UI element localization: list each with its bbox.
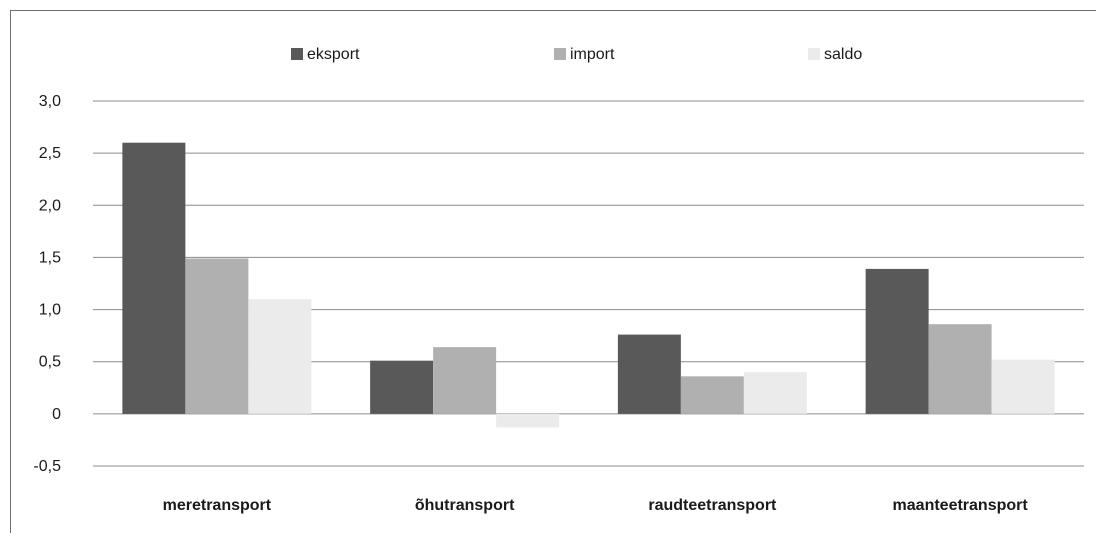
legend-label-import: import [570, 46, 615, 63]
bars [122, 142, 1055, 428]
bar-eksport-2 [617, 334, 681, 414]
x-axis-category-labels: meretransport õhutransport raudteetranspor… [163, 497, 1029, 514]
y-tick-label: 1,0 [39, 302, 61, 319]
legend-label-eksport: eksport [307, 46, 360, 63]
legend-label-saldo: saldo [824, 46, 862, 63]
legend-swatch-saldo [808, 48, 820, 60]
legend: eksport import saldo [291, 46, 862, 63]
bar-saldo-0 [248, 299, 312, 414]
x-category-label: õhutransport [415, 497, 515, 514]
x-category-label: meretransport [163, 497, 272, 514]
y-tick-label: 1,5 [39, 249, 61, 266]
bar-import-2 [680, 376, 744, 414]
y-tick-label: 3,0 [39, 93, 61, 110]
x-category-label: raudteetransport [648, 497, 777, 514]
y-tick-label: 0 [52, 406, 61, 423]
y-tick-label: -0,5 [33, 458, 61, 475]
bar-saldo-1 [496, 413, 560, 428]
legend-swatch-import [554, 48, 566, 60]
legend-swatch-eksport [291, 48, 303, 60]
bar-chart: 3,0 2,5 2,0 1,5 1,0 0,5 0 -0,5 meretransport õhu… [33, 46, 1084, 514]
bar-eksport-1 [370, 360, 434, 414]
y-tick-label: 0,5 [39, 354, 61, 371]
y-tick-label: 2,5 [39, 145, 61, 162]
y-axis-tick-labels: 3,0 2,5 2,0 1,5 1,0 0,5 0 -0,5 [33, 93, 61, 475]
bar-saldo-2 [743, 372, 807, 414]
bar-saldo-3 [991, 359, 1055, 414]
bar-import-1 [433, 347, 497, 414]
bar-import-3 [928, 324, 992, 414]
y-tick-label: 2,0 [39, 197, 61, 214]
x-category-label: maanteetransport [893, 497, 1029, 514]
bar-eksport-3 [865, 268, 929, 414]
bar-import-0 [185, 258, 249, 414]
chart-frame: 3,0 2,5 2,0 1,5 1,0 0,5 0 -0,5 meretransport õhu… [10, 10, 1096, 533]
bar-eksport-0 [122, 142, 186, 414]
